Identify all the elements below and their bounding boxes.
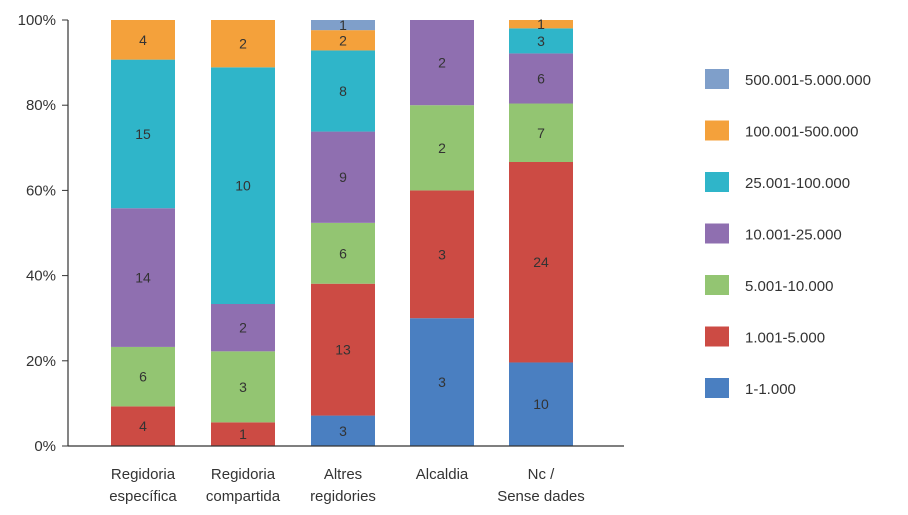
bar-value-label: 2: [438, 55, 446, 71]
x-category-label-line: Nc /: [528, 466, 556, 483]
bar-segment: [211, 304, 275, 352]
x-category-label: Regidoria específica: [109, 466, 177, 505]
legend-label: 5.001-10.000: [745, 278, 833, 295]
bar-segment: [410, 318, 474, 446]
bar-segment: [111, 208, 175, 347]
bar-segment: [311, 415, 375, 446]
bar-value-label: 1: [239, 426, 247, 442]
bar-segment: [410, 190, 474, 319]
bar-segment: [111, 346, 175, 407]
legend-swatch: [705, 69, 729, 89]
bar-value-label: 10: [235, 178, 251, 194]
bar-segment: [111, 406, 175, 446]
bar-value-label: 2: [339, 32, 347, 48]
x-category-label-line: Alcaldia: [416, 466, 469, 483]
bar-value-label: 8: [339, 83, 347, 99]
legend-swatch: [705, 172, 729, 192]
bar-value-label: 3: [438, 246, 446, 262]
bar-segment: [509, 162, 573, 363]
bar-segment: [509, 20, 573, 29]
x-category-label: Altres regidories: [310, 466, 376, 505]
legend-label: 25.001-100.000: [745, 175, 850, 192]
bar-segment: [509, 53, 573, 104]
bar-segment: [410, 105, 474, 191]
y-tick-label: 0%: [34, 438, 56, 455]
legend-label: 500.001-5.000.000: [745, 72, 871, 89]
legend-swatch: [705, 326, 729, 347]
legend-swatch: [705, 378, 729, 398]
bar-segment: [410, 20, 474, 106]
bar-segment: [311, 283, 375, 416]
bar-value-label: 2: [239, 36, 247, 52]
bar-value-label: 3: [339, 423, 347, 439]
y-tick-label: 100%: [18, 12, 56, 29]
y-tick-label: 20%: [26, 353, 56, 370]
bar-value-label: 14: [135, 270, 151, 286]
bar-value-label: 15: [135, 126, 151, 142]
bar-segment: [211, 351, 275, 423]
bar-value-label: 10: [533, 396, 549, 412]
x-axis: Regidoria específica Regidoria compartida Al…: [68, 445, 624, 505]
x-category-label: Regidoria compartida: [206, 466, 281, 505]
bar-segment: [311, 20, 375, 31]
bar-value-label: 9: [339, 169, 347, 185]
bar-value-label: 7: [537, 125, 545, 141]
bar-segment: [111, 20, 175, 60]
legend-label: 10.001-25.000: [745, 227, 842, 244]
legend-label: 1.001-5.000: [745, 330, 825, 347]
bar-value-label: 4: [139, 418, 147, 434]
bar-value-label: 6: [139, 369, 147, 385]
bar-value-label: 3: [537, 33, 545, 49]
x-category-label-line: Altres: [324, 466, 362, 483]
bar-segment: [311, 30, 375, 51]
bar-value-label: 4: [139, 32, 147, 48]
legend-swatch: [705, 120, 729, 141]
bar-value-label: 1: [537, 16, 545, 32]
bar-segment: [509, 103, 573, 162]
bar-value-label: 1: [339, 17, 347, 33]
legend-label: 100.001-500.000: [745, 124, 858, 141]
x-category-label-line: Regidoria: [211, 466, 276, 483]
bar-value-label: 3: [438, 374, 446, 390]
bar-value-label: 3: [239, 379, 247, 395]
bar-value-label: 6: [339, 245, 347, 261]
bar-value-label: 24: [533, 254, 549, 270]
bar-segment: [211, 20, 275, 68]
legend-label: 1-1.000: [745, 381, 796, 398]
legend: 500.001-5.000.000 100.001-500.000 25.001-1…: [705, 69, 871, 398]
bar-segment: [311, 50, 375, 132]
bar-value-label: 6: [537, 70, 545, 86]
x-category-label-line: Sense dades: [497, 488, 585, 505]
bar-segment: [509, 28, 573, 54]
bar-segment: [509, 362, 573, 446]
x-category-label: Alcaldia: [416, 466, 469, 483]
bar-value-label: 2: [438, 140, 446, 156]
y-tick-label: 60%: [26, 182, 56, 199]
y-tick-label: 40%: [26, 268, 56, 285]
bar-value-label: 2: [239, 320, 247, 336]
bar-segment: [111, 59, 175, 209]
y-tick-label: 80%: [26, 97, 56, 114]
y-axis: 0% 20% 40% 60% 80% 100%: [18, 12, 69, 455]
bar-segment: [211, 422, 275, 446]
bar-segment: [211, 67, 275, 304]
x-category-label-line: específica: [109, 488, 177, 505]
bar-segment: [311, 222, 375, 284]
bar-segment: [311, 131, 375, 223]
x-category-label-line: compartida: [206, 488, 281, 505]
x-category-label: Nc / Sense dades: [497, 466, 585, 505]
legend-swatch: [705, 223, 729, 244]
x-category-label-line: Regidoria: [111, 466, 176, 483]
x-category-label-line: regidories: [310, 488, 376, 505]
legend-swatch: [705, 275, 729, 295]
bar-value-label: 13: [335, 342, 351, 358]
